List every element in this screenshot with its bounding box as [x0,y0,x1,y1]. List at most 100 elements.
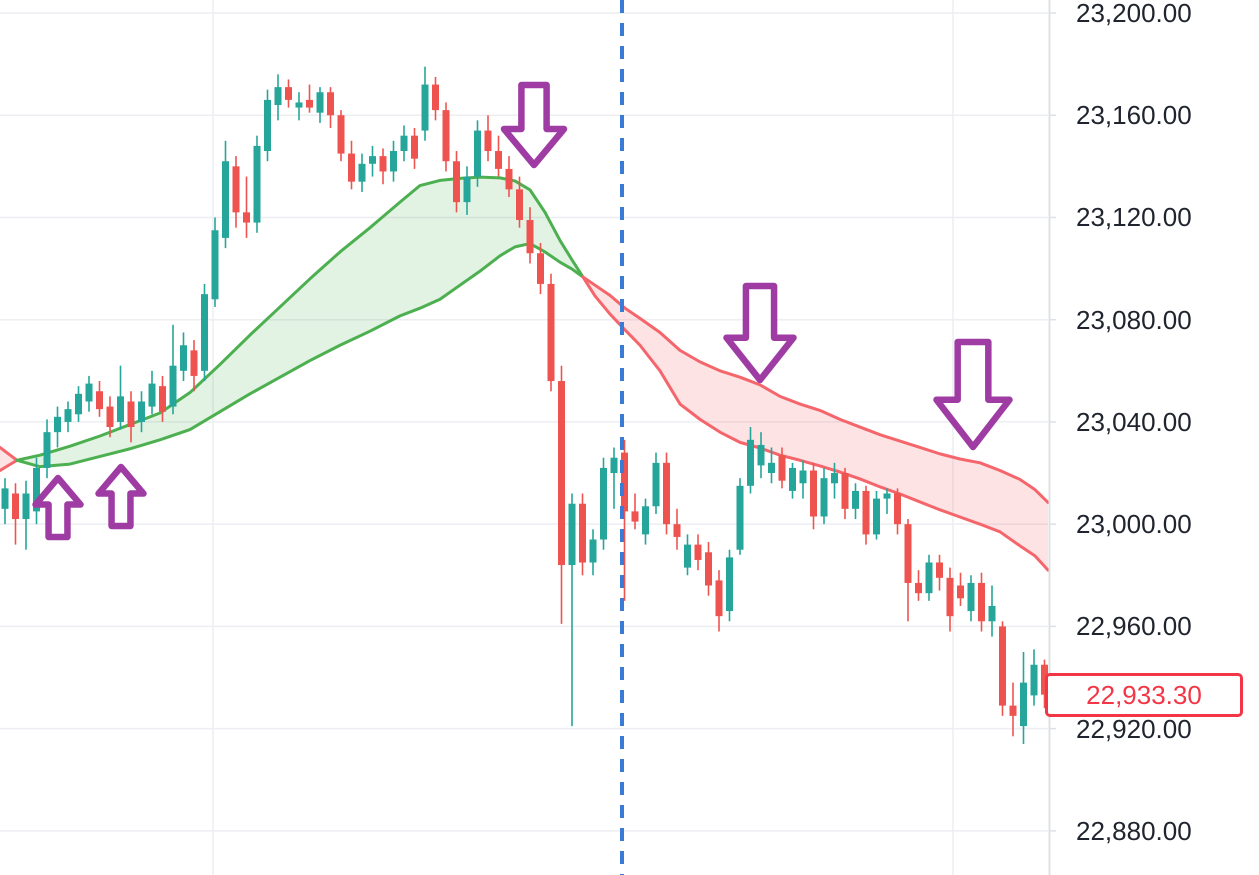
bull-candle [222,161,229,238]
ma-ribbon [0,175,1050,572]
bear-candle [526,220,534,254]
bear-candle [663,462,670,525]
ribbon-bear-left-slow-line [0,445,19,462]
bull-candle [820,478,828,517]
bull-candle [295,102,303,108]
bull-candle [85,383,93,402]
bear-candle [432,84,439,111]
bear-candle [516,189,523,221]
bull-candle [22,493,30,520]
bull-candle [463,176,471,203]
bear-candle [127,401,135,428]
buy-signal-arrow[interactable] [32,474,84,541]
bull-candle [726,557,733,612]
bear-candle [1041,664,1048,695]
bear-candle [978,582,985,622]
bear-candle [547,283,555,382]
ribbon-bear-left-fast-line [0,458,19,472]
bull-candle [652,462,660,507]
bear-candle [694,544,702,560]
bull-candle [390,151,397,172]
bear-candle [327,92,334,116]
bear-candle [778,455,786,481]
bear-candle [106,406,114,428]
bull-candle [747,439,754,486]
bull-candle [736,485,744,550]
bull-candle [873,498,880,535]
bear-candle [337,115,345,154]
bull-candle [138,401,145,422]
bear-candle [453,161,460,203]
bear-candle [894,493,901,525]
bull-candle [253,145,261,223]
buy-signal-arrow[interactable] [95,463,147,530]
bull-candle [988,605,996,622]
bull-candle [1030,664,1038,696]
bull-candle [600,467,607,540]
bear-candle [999,626,1006,706]
bull-candle [358,163,366,182]
bull-candle [148,383,156,407]
sell-signal-arrow[interactable] [500,81,568,169]
bear-candle [495,151,502,169]
bull-candle [201,294,208,371]
bull-candle [75,393,82,415]
bull-candle [169,365,177,407]
bull-candle [684,544,691,568]
bull-candle [925,562,933,594]
bull-candle [967,582,975,612]
bull-candle [852,490,859,509]
sell-signal-arrow[interactable] [723,282,797,384]
ribbon-bear-left-fill [0,447,17,471]
bear-candle [715,580,723,617]
bear-candle [285,87,292,100]
bull-candle [883,493,891,499]
grid-lines [0,0,1048,875]
bull-candle [274,87,282,106]
ribbon-bear-right-fast-line [581,275,1050,572]
bear-candle [505,168,513,190]
bear-candle [484,130,492,152]
bull-candle [54,416,61,433]
bear-candle [579,503,586,563]
bear-candle [862,490,870,535]
bear-candle [12,493,19,520]
bull-candle [768,462,775,474]
bull-candle [474,130,481,177]
bear-candle [537,253,544,284]
bull-candle [421,84,429,131]
bear-candle [673,524,681,537]
bear-candle [936,562,943,578]
bear-candle [411,135,418,159]
bull-candle [610,457,618,474]
bear-candle [810,470,817,517]
bull-candle [369,156,376,164]
bear-candle [631,511,639,522]
bear-candle [1009,705,1017,716]
bear-candle [442,110,450,162]
bear-candle [621,452,628,512]
bear-candle [904,524,912,583]
bull-candle [831,473,838,484]
bull-candle [757,444,765,466]
bull-candle [589,539,597,563]
bear-candle [705,552,712,586]
bull-candle [43,432,51,468]
bull-candle [117,396,124,422]
bear-candle [96,391,103,410]
current-price-label: 22,933.30 [1045,672,1243,717]
sell-signal-arrow[interactable] [933,338,1013,451]
bull-candle [1,488,9,509]
bull-candle [211,230,219,300]
bear-candle [379,156,387,172]
bull-candle [642,506,649,535]
bull-candle [789,467,796,491]
bear-candle [841,473,849,509]
signal-arrows[interactable] [32,81,1013,541]
bull-candle [1020,682,1027,727]
ribbon-bear-right-slow-line [581,275,1050,504]
bear-candle [957,585,964,599]
bear-candle [946,577,954,617]
